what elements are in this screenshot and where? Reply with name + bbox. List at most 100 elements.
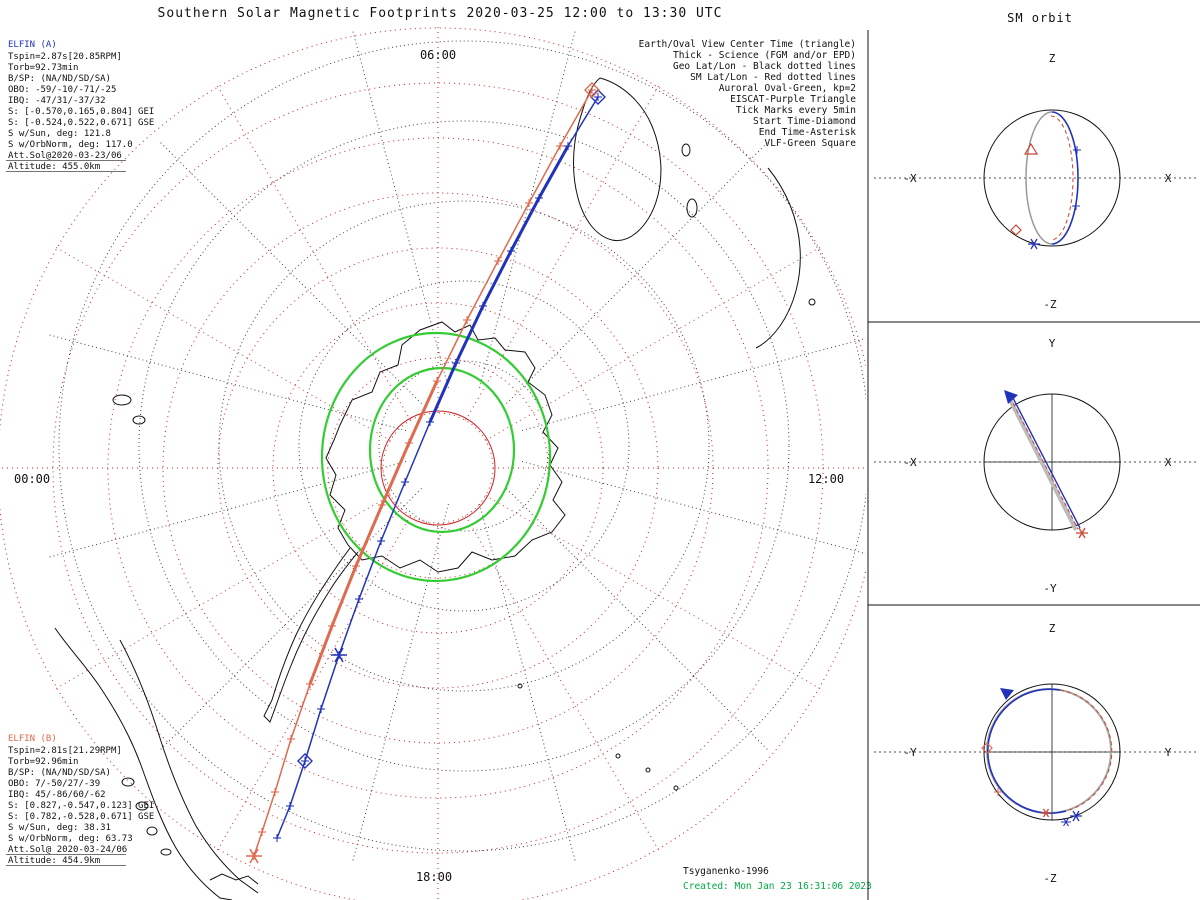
orbit-arc-elfin-b [1059,689,1113,812]
elfin-b-line: OBO: 7/-50/27/-39 [8,779,100,789]
islet [517,683,523,689]
axis-label-bottom: -Z [1043,298,1057,311]
sm-orbit-title: SM orbit [1007,11,1073,25]
africa-coast [573,77,662,242]
island [681,143,691,157]
mlt-label-top: 06:00 [420,48,456,62]
orbit-panel-xz: Z -Z -X X [874,52,1196,311]
track-science-segment [428,145,570,423]
axis-label-bottom: -Z [1043,872,1057,885]
axis-label-right: X [1165,172,1172,185]
legend-line: Start Time-Diamond [753,116,856,127]
south-polar-map [0,27,866,900]
orbit-arc-elfin-a [987,688,1067,814]
mlt-label-left: 00:00 [14,472,50,486]
legend-line: End Time-Asterisk [759,127,857,138]
orbit-panel-xy: Y -Y -X X [874,337,1196,595]
elfin-a-line: IBQ: -47/31/-37/32 [8,96,106,106]
axis-label-right: X [1165,456,1172,469]
island [121,777,135,787]
plot-title: Southern Solar Magnetic Footprints 2020-… [158,6,723,21]
elfin-b-line: Altitude: 454.9km [8,856,100,866]
legend-line: VLF-Green Square [764,138,856,149]
tick-marks [1072,146,1081,210]
tierra-del-fuego [209,873,259,885]
elfin-a-line: S w/OrbNorm, deg: 117.0 [8,140,133,150]
elfin-b-title: ELFIN (B) [8,734,57,744]
legend-line: SM Lat/Lon - Red dotted lines [690,72,856,83]
legend-line: EISCAT-Purple Triangle [730,94,856,105]
south-america-west-coast [54,627,233,900]
south-america-east-coast [119,639,259,894]
end-asterisk-b [1041,808,1051,818]
start-diamond [981,742,993,754]
orbit-line-far [1006,395,1078,531]
tick-mark [994,788,1002,796]
elfin-b-line: S: [0.782,-0.528,0.671] GSE [8,812,154,822]
orbit-panel-yz: Z -Z -Y Y [874,622,1196,885]
axis-label-left: -X [903,456,917,469]
islet [615,753,621,759]
end-asterisk [1076,527,1088,539]
orbit-arc-elfin-b [1050,115,1074,241]
legend-line: Auroral Oval-Green, kp=2 [719,83,856,94]
elfin-b-info-block: ELFIN (B) Tspin=2.81s[21.29RPM] Torb=92.… [6,734,154,866]
orbit-line-elfin-b [1009,396,1079,530]
direction-arrow [1000,688,1014,700]
elfin-b-line: IBQ: 45/-86/60/-62 [8,790,106,800]
elfin-a-line: Torb=92.73min [8,63,78,73]
antarctic-peninsula [263,547,359,723]
axis-label-left: -X [903,172,917,185]
axis-label-right: Y [1165,746,1172,759]
elfin-a-line: OBO: -59/-10/-71/-25 [8,85,116,95]
antarctica-coast [325,321,566,573]
elfin-a-line: B/SP: (NA/ND/SD/SA) [8,74,111,84]
model-credit: Tsyganenko-1996 [683,866,769,877]
auroral-oval [320,331,552,583]
elfin-a-line: Att.Sol@2020-03-23/06 [8,151,122,161]
axis-label-bottom: -Y [1043,582,1057,595]
axis-label-top: Y [1049,337,1056,350]
island [132,415,146,425]
elfin-a-line: S: [-0.570,0.165,0.804] GEI [8,107,154,117]
mlt-label-bottom: 18:00 [416,870,452,884]
start-diamond [1010,224,1022,236]
legend-line: Thick - Science (FGM and/or EPD) [673,50,856,61]
orbit-line-elfin-a [1012,397,1081,529]
island [146,826,158,836]
orbit-arc-elfin-a [1051,111,1079,245]
direction-arrow [1004,390,1018,404]
end-asterisk [1028,238,1040,250]
satellite-footprint-tracks [246,82,606,864]
legend-line: Earth/Oval View Center Time (triangle) [639,39,856,50]
elfin-b-line: Att.Sol@ 2020-03-24/06 [8,845,127,855]
elfin-a-line: S w/Sun, deg: 121.8 [8,129,111,139]
elfin-a-line: Tspin=2.87s[20.85RPM] [8,52,122,62]
elfin-b-line: S w/OrbNorm, deg: 63.73 [8,834,133,844]
elfin-a-line: S: [-0.524,0.522,0.671] GSE [8,118,154,128]
islet [673,785,679,791]
elfin-b-line: Torb=92.96min [8,757,78,767]
islet [645,767,651,773]
center-time-triangle [1023,142,1039,155]
island [160,848,172,856]
orbit-arc-far [1025,111,1053,245]
earth-circle [983,109,1121,247]
coastlines [54,77,816,900]
island [135,801,149,811]
mlt-label-right: 12:00 [808,472,844,486]
end-asterisk-a [1070,810,1082,822]
island [112,394,132,406]
australia-coast [755,167,801,349]
asterisk [1061,817,1071,827]
elfin-b-line: Tspin=2.81s[21.29RPM] [8,746,122,756]
legend-line: Tick Marks every 5min [736,105,856,116]
islet [808,298,816,306]
legend-line: Geo Lat/Lon - Black dotted lines [673,61,856,72]
axis-label-top: Z [1049,52,1056,65]
madagascar [686,198,698,218]
elfin-a-line: Altitude: 455.0km [8,162,100,172]
axis-label-left: -Y [903,746,917,759]
elfin-b-line: B/SP: (NA/ND/SD/SA) [8,768,111,778]
